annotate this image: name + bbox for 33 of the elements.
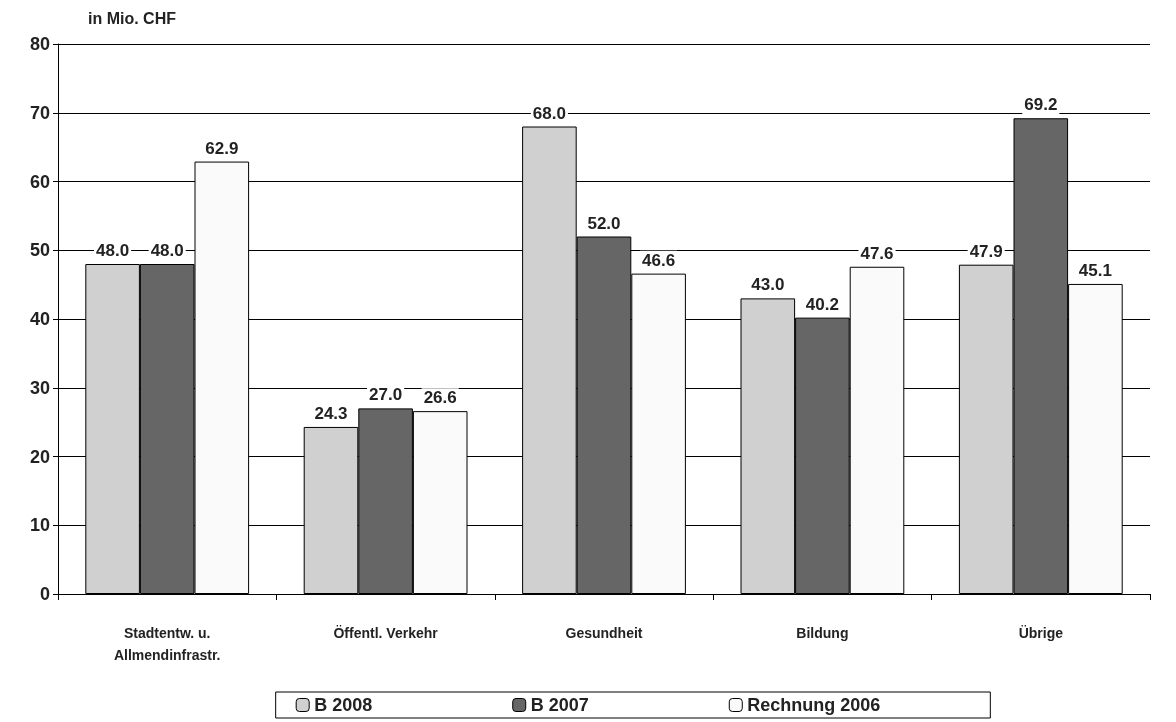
x-tick-label: Übrige — [1018, 625, 1064, 641]
data-label: 27.0 — [369, 385, 403, 405]
y-tick-label: 50 — [29, 240, 50, 261]
data-label: 45.1 — [1078, 260, 1112, 280]
data-label: 47.9 — [969, 241, 1003, 261]
y-tick-label: 80 — [29, 34, 50, 54]
y-tick-label: 60 — [29, 171, 50, 192]
legend-label: B 2007 — [530, 695, 589, 715]
legend-label: Rechnung 2006 — [747, 695, 881, 715]
y-tick-label: 70 — [29, 102, 50, 123]
data-label: 46.6 — [642, 250, 676, 270]
y-tick-label: 40 — [29, 309, 50, 329]
data-label: 26.6 — [423, 388, 457, 408]
data-label: 43.0 — [751, 275, 785, 295]
y-tick-label: 10 — [29, 515, 50, 536]
data-label: 68.0 — [532, 103, 566, 123]
data-label: 40.2 — [805, 294, 839, 314]
y-tick-label: 30 — [29, 377, 50, 398]
data-label: 47.6 — [860, 243, 894, 263]
y-axis-title: in Mio. CHF — [88, 9, 177, 27]
data-label: 48.0 — [96, 241, 130, 260]
data-label: 52.0 — [587, 213, 621, 233]
legend-label: B 2008 — [314, 695, 373, 715]
y-tick-label: 20 — [29, 446, 50, 467]
x-tick-label: Öffentl. Verkehr — [333, 625, 439, 641]
x-tick-label: Bildung — [796, 625, 849, 641]
data-label: 69.2 — [1024, 95, 1058, 115]
data-label: 62.9 — [205, 138, 239, 158]
x-tick-label: Stadtentw. u. Allmendinfrastr. — [113, 625, 221, 663]
data-label: 48.0 — [150, 241, 184, 260]
y-tick-label: 0 — [39, 584, 50, 604]
x-tick-label: Gesundheit — [565, 625, 643, 641]
data-label: 24.3 — [314, 403, 348, 423]
